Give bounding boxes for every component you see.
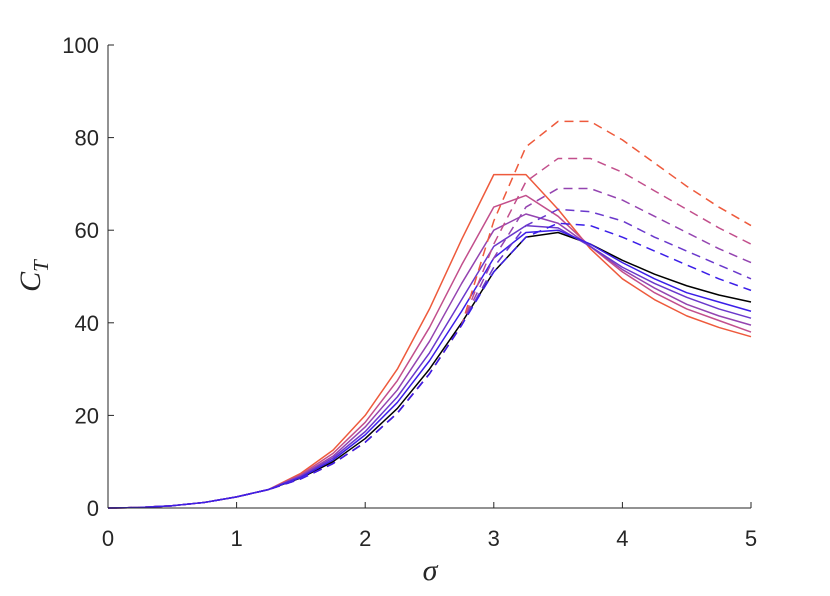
data-line <box>107 157 752 509</box>
data-line <box>107 222 752 509</box>
y-axis-label-main: C <box>14 271 47 292</box>
x-tick-label: 3 <box>488 526 500 551</box>
x-tick-label: 2 <box>359 526 371 551</box>
y-tick-label: 80 <box>75 126 99 151</box>
data-line <box>107 231 752 509</box>
data-line <box>107 208 752 509</box>
x-axis-label: σ <box>423 554 439 587</box>
y-axis-label: CT <box>14 259 53 292</box>
y-tick-label: 0 <box>87 496 99 521</box>
y-tick-label: 40 <box>75 311 99 336</box>
x-tick-label: 0 <box>102 526 114 551</box>
x-tick-label: 4 <box>616 526 628 551</box>
y-tick-label: 60 <box>75 218 99 243</box>
y-tick-label: 20 <box>75 403 99 428</box>
y-axis-label-subscript: T <box>29 259 53 272</box>
data-line <box>107 120 752 509</box>
data-line <box>107 224 752 509</box>
y-tick-label: 100 <box>62 33 99 58</box>
x-tick-label: 5 <box>745 526 757 551</box>
x-tick-label: 1 <box>230 526 242 551</box>
